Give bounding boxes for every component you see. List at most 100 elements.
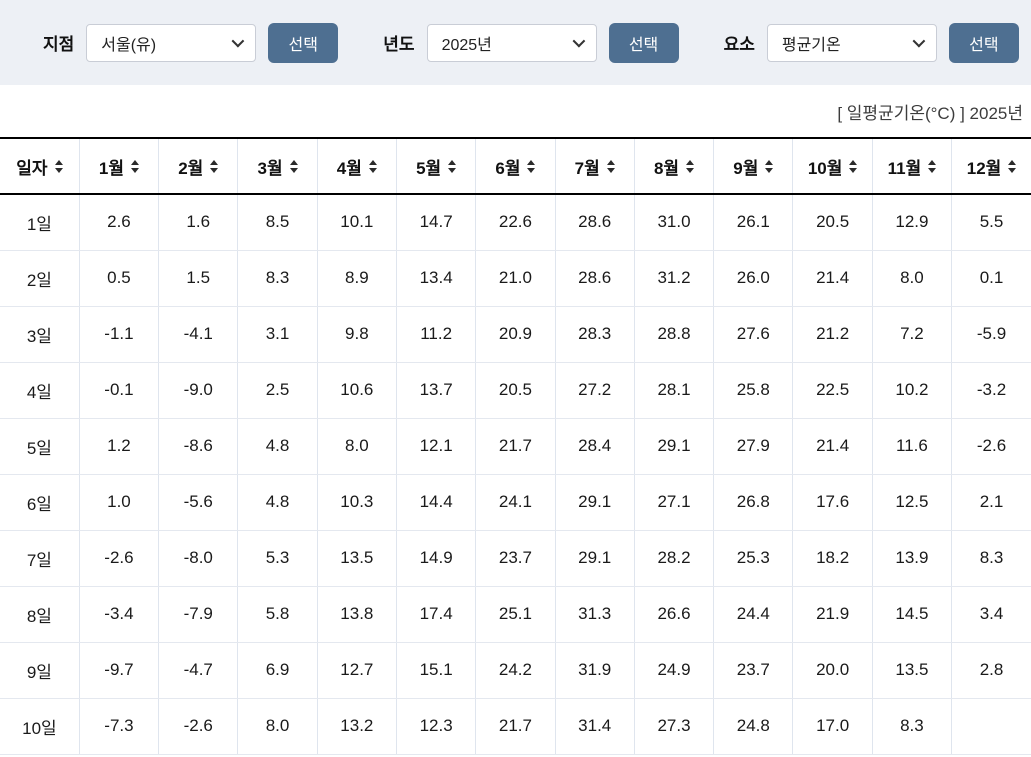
temperature-cell: 8.9 xyxy=(316,250,397,307)
station-select[interactable]: 서울(유) xyxy=(86,23,257,62)
temperature-cell: 31.3 xyxy=(554,586,635,643)
temperature-cell: -3.2 xyxy=(951,362,1031,419)
column-header-label: 1월 xyxy=(98,158,124,178)
column-header-month-8[interactable]: 8월 xyxy=(633,138,714,195)
temperature-cell: 24.1 xyxy=(475,474,556,531)
sort-icon xyxy=(210,159,219,173)
day-cell: 1일 xyxy=(0,194,80,251)
temperature-cell: 13.9 xyxy=(871,530,952,587)
temperature-cell: -9.7 xyxy=(78,642,159,699)
temperature-cell: 20.5 xyxy=(475,362,556,419)
temperature-cell: 28.6 xyxy=(554,194,635,251)
temperature-cell: 21.2 xyxy=(792,306,873,363)
sort-icon xyxy=(448,159,457,173)
element-select-value: 평균기온 xyxy=(781,36,841,54)
column-header-month-4[interactable]: 4월 xyxy=(316,138,397,195)
temperature-cell: 22.6 xyxy=(475,194,556,251)
temperature-cell: 8.3 xyxy=(951,530,1031,587)
column-header-month-7[interactable]: 7월 xyxy=(554,138,635,195)
temperature-cell: 20.5 xyxy=(792,194,873,251)
sort-icon xyxy=(928,159,937,173)
column-header-month-9[interactable]: 9월 xyxy=(713,138,793,195)
day-cell: 5일 xyxy=(0,418,80,475)
temperature-cell: 10.6 xyxy=(316,362,397,419)
temperature-cell: 24.9 xyxy=(633,642,714,699)
year-label: 년도 xyxy=(383,35,415,54)
column-header-month-3[interactable]: 3월 xyxy=(237,138,318,195)
temperature-cell: 29.1 xyxy=(554,530,635,587)
temperature-cell: 12.5 xyxy=(871,474,952,531)
column-header-month-2[interactable]: 2월 xyxy=(158,138,238,195)
day-cell: 3일 xyxy=(0,306,80,363)
station-select-button[interactable]: 선택 xyxy=(268,22,339,63)
temperature-cell: -8.6 xyxy=(158,418,238,475)
sort-icon xyxy=(765,159,774,173)
table-caption: [ 일평균기온(°C) ] 2025년 xyxy=(837,103,1023,123)
column-header-day[interactable]: 일자 xyxy=(0,138,80,195)
temperature-cell: 23.7 xyxy=(475,530,556,587)
temperature-cell: -9.0 xyxy=(158,362,238,419)
year-control-group: 년도 2025년 선택 xyxy=(383,22,679,63)
temperature-cell: 21.0 xyxy=(475,250,556,307)
column-header-month-12[interactable]: 12월 xyxy=(951,138,1031,195)
element-select-button[interactable]: 선택 xyxy=(948,22,1019,63)
sort-icon xyxy=(368,159,377,173)
temperature-cell: 5.5 xyxy=(951,194,1031,251)
temperature-cell: 2.1 xyxy=(951,474,1031,531)
day-cell: 9일 xyxy=(0,642,80,699)
temperature-cell: -7.9 xyxy=(158,586,238,643)
sort-icon xyxy=(849,159,858,173)
temperature-cell: 25.1 xyxy=(475,586,556,643)
temperature-cell: 24.2 xyxy=(475,642,556,699)
temperature-cell: 13.2 xyxy=(316,698,397,755)
element-control-group: 요소 평균기온 선택 xyxy=(724,22,1019,63)
temperature-cell: 2.6 xyxy=(78,194,159,251)
element-select[interactable]: 평균기온 xyxy=(766,23,937,62)
column-header-label: 10월 xyxy=(807,158,843,178)
table-row: 4일 -0.1 -9.0 2.5 10.6 13.7 20.5 27.2 28.1 25.8 22.… xyxy=(0,362,1031,419)
temperature-cell: 21.7 xyxy=(475,418,556,475)
year-select[interactable]: 2025년 xyxy=(426,23,597,62)
temperature-cell: 11.2 xyxy=(395,306,476,363)
temperature-cell: 21.4 xyxy=(792,418,873,475)
temperature-cell: 17.6 xyxy=(792,474,873,531)
control-bar: 지점 서울(유) 선택 년도 2025년 선택 요소 평균기온 선택 xyxy=(0,0,1031,85)
temperature-cell: 25.3 xyxy=(713,530,793,587)
temperature-cell: 1.5 xyxy=(158,250,238,307)
column-header-label: 2월 xyxy=(178,158,204,178)
temperature-cell: 8.3 xyxy=(237,250,318,307)
temperature-cell: 3.1 xyxy=(237,306,318,363)
temperature-cell: -0.1 xyxy=(78,362,159,419)
temperature-cell: 12.3 xyxy=(395,698,476,755)
temperature-cell: 17.0 xyxy=(792,698,873,755)
sort-icon xyxy=(1008,159,1017,173)
column-header-month-6[interactable]: 6월 xyxy=(475,138,556,195)
column-header-month-11[interactable]: 11월 xyxy=(871,138,952,195)
temperature-cell: 23.7 xyxy=(713,642,793,699)
temperature-cell: 8.3 xyxy=(871,698,952,755)
temperature-cell: 13.5 xyxy=(316,530,397,587)
column-header-label: 일자 xyxy=(16,158,48,178)
chevron-down-icon xyxy=(231,34,245,48)
temperature-cell: 14.4 xyxy=(395,474,476,531)
year-select-button[interactable]: 선택 xyxy=(608,22,679,63)
temperature-cell: 31.0 xyxy=(633,194,714,251)
column-header-month-5[interactable]: 5월 xyxy=(395,138,476,195)
temperature-cell: 0.5 xyxy=(78,250,159,307)
column-header-label: 3월 xyxy=(257,158,283,178)
temperature-cell: 27.3 xyxy=(633,698,714,755)
station-label: 지점 xyxy=(43,35,75,54)
temperature-cell: 6.9 xyxy=(237,642,318,699)
table-row: 1일 2.6 1.6 8.5 10.1 14.7 22.6 28.6 31.0 26.1 20.5 1… xyxy=(0,194,1031,251)
column-header-label: 8월 xyxy=(653,158,680,178)
temperature-cell: 13.8 xyxy=(316,586,397,643)
column-header-month-10[interactable]: 10월 xyxy=(792,138,873,195)
column-header-month-1[interactable]: 1월 xyxy=(78,138,159,195)
column-header-label: 12월 xyxy=(966,158,1002,178)
temperature-cell: 11.6 xyxy=(871,418,952,475)
temperature-cell: 28.2 xyxy=(633,530,714,587)
table-row: 5일 1.2 -8.6 4.8 8.0 12.1 21.7 28.4 29.1 27.9 21.4 1… xyxy=(0,418,1031,475)
column-header-label: 7월 xyxy=(574,158,600,178)
station-select-value: 서울(유) xyxy=(101,36,157,54)
temperature-cell: 14.5 xyxy=(871,586,952,643)
